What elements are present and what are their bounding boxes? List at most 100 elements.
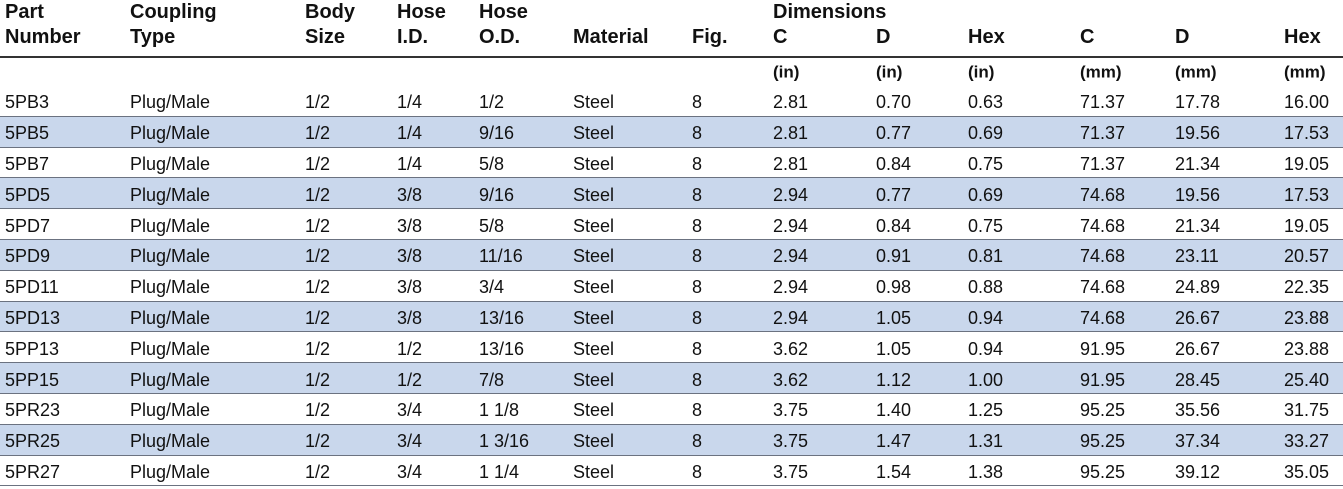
cell: 71.37 [1080, 92, 1126, 113]
cell: 1/2 [305, 338, 331, 359]
cell: Plug/Male [130, 123, 211, 144]
column-header: Material [573, 26, 649, 48]
column-header: Hex [1284, 26, 1321, 48]
cell: 5PB3 [5, 92, 50, 113]
cell: Steel [573, 431, 615, 452]
cell: 1/2 [305, 462, 331, 482]
cell: 2.94 [773, 277, 809, 298]
cell: Steel [573, 369, 615, 390]
cell: 71.37 [1080, 123, 1126, 144]
cell: 1 1/8 [479, 400, 520, 421]
table-row [0, 116, 1343, 148]
column-header: Hose [397, 1, 446, 23]
group-header: Dimensions [773, 1, 887, 23]
column-header: I.D. [397, 26, 429, 48]
cell: 74.68 [1080, 277, 1126, 298]
cell: 1/2 [305, 308, 331, 328]
cell: Plug/Male [130, 215, 211, 236]
cell: Plug/Male [130, 154, 211, 174]
column-header: Type [130, 26, 176, 48]
cell: 19.05 [1284, 154, 1330, 174]
cell: 3.75 [773, 462, 809, 482]
cell: Plug/Male [130, 462, 211, 482]
cell: 1/2 [397, 369, 423, 390]
cell: 19.56 [1175, 123, 1221, 144]
cell: Steel [573, 277, 615, 298]
cell: 0.91 [876, 246, 912, 267]
cell: 1/2 [479, 92, 505, 113]
cell: Steel [573, 462, 615, 482]
cell: 1 1/4 [479, 462, 520, 482]
table-row [0, 178, 1343, 210]
cell: 95.25 [1080, 431, 1126, 452]
cell: 3.62 [773, 338, 809, 359]
cell: Plug/Male [130, 184, 211, 205]
table-row [0, 240, 1343, 271]
cell: 8 [692, 338, 703, 359]
cell: 0.75 [968, 154, 1004, 174]
cell: 23.88 [1284, 338, 1330, 359]
cell: 3/8 [397, 215, 423, 236]
cell: 1.12 [876, 369, 912, 390]
cell: 22.35 [1284, 277, 1330, 298]
table-row [0, 86, 1343, 117]
cell: 1/4 [397, 123, 423, 144]
cell: 71.37 [1080, 154, 1126, 174]
cell: 3/4 [397, 400, 423, 421]
cell: 74.68 [1080, 184, 1126, 205]
cell: 19.56 [1175, 184, 1221, 205]
cell: 35.05 [1284, 462, 1330, 482]
cell: 1.54 [876, 462, 912, 482]
table-row [0, 209, 1343, 240]
cell: 8 [692, 462, 703, 482]
cell: 3/8 [397, 277, 423, 298]
column-header: Hex [968, 26, 1005, 48]
cell: 3/4 [479, 277, 505, 298]
cell: 9/16 [479, 123, 515, 144]
cell: 74.68 [1080, 308, 1126, 328]
cell: 3.62 [773, 369, 809, 390]
cell: 74.68 [1080, 215, 1126, 236]
cell: 0.69 [968, 123, 1004, 144]
cell: Steel [573, 338, 615, 359]
column-header: Coupling [130, 1, 217, 23]
cell: 3/8 [397, 184, 423, 205]
cell: 1.38 [968, 462, 1004, 482]
cell: 17.53 [1284, 184, 1330, 205]
cell: Plug/Male [130, 431, 211, 452]
cell: 8 [692, 308, 703, 328]
cell: 1/2 [305, 184, 331, 205]
cell: 8 [692, 92, 703, 113]
column-header: Body [305, 1, 355, 23]
cell: 1/2 [305, 123, 331, 144]
cell: 8 [692, 400, 703, 421]
cell: Steel [573, 308, 615, 328]
cell: 74.68 [1080, 246, 1126, 267]
cell: 3/8 [397, 246, 423, 267]
cell: 2.94 [773, 184, 809, 205]
cell: 5PR27 [5, 462, 61, 482]
cell: Plug/Male [130, 308, 211, 328]
cell: 2.94 [773, 246, 809, 267]
column-header: Fig. [692, 26, 728, 48]
column-header: Hose [479, 1, 528, 23]
cell: 16.00 [1284, 92, 1330, 113]
cell: 1/2 [305, 246, 331, 267]
cell: 1/2 [305, 154, 331, 174]
unit-label: (mm) [1175, 62, 1217, 82]
cell: 26.67 [1175, 338, 1221, 359]
cell: 0.84 [876, 215, 912, 236]
cell: 0.84 [876, 154, 912, 174]
unit-label: (in) [968, 62, 995, 82]
column-header: Part [5, 1, 44, 23]
cell: 0.94 [968, 308, 1004, 328]
column-header: Number [5, 26, 81, 48]
column-header: D [876, 26, 891, 48]
cell: 3/4 [397, 431, 423, 452]
column-header: C [1080, 26, 1095, 48]
unit-label: (mm) [1080, 62, 1122, 82]
cell: 2.94 [773, 308, 809, 328]
table-row [0, 271, 1343, 302]
cell: 1.47 [876, 431, 912, 452]
cell: 0.81 [968, 246, 1004, 267]
